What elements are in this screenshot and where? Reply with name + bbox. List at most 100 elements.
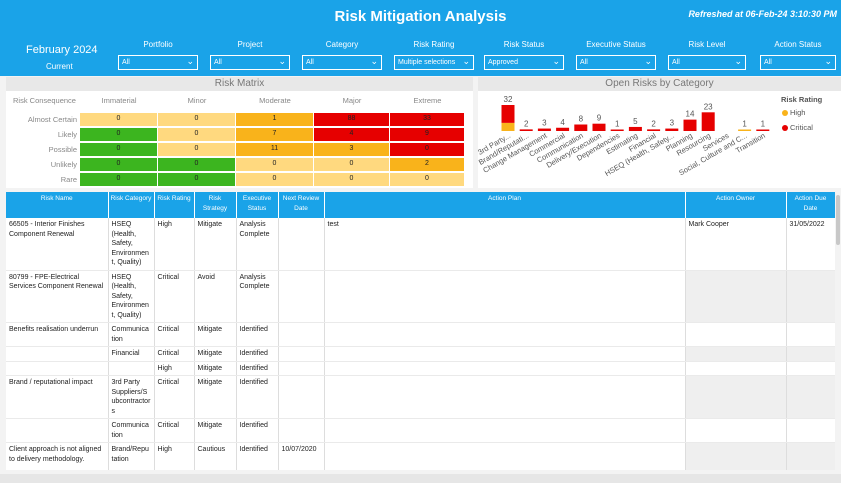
matrix-cell[interactable]: 0 [236,173,314,187]
filter-dropdown-category[interactable]: All ⌄ [302,55,382,70]
bar-critical[interactable] [628,126,642,131]
table-row[interactable]: Financial Critical Mitigate Identified [6,346,835,362]
table-row[interactable]: Brand / reputational impact 3rd Party Sup… [6,375,835,419]
table-cell [786,322,835,347]
chevron-down-icon: ⌄ [824,56,832,66]
bar-high[interactable] [738,129,752,132]
column-header[interactable]: Action Due Date [786,192,835,218]
matrix-cell[interactable]: 0 [390,143,465,157]
matrix-cell[interactable]: 88 [314,113,390,127]
column-header[interactable]: Next Review Date [278,192,325,218]
filter-label-project: Project [237,40,263,49]
table-cell [6,346,109,362]
filter-dropdown-risk-status[interactable]: Approved ⌄ [484,55,564,70]
matrix-cell[interactable]: 0 [158,143,236,157]
table-row[interactable]: 80799 - FPE-Electrical Services Componen… [6,270,835,323]
table-row[interactable]: High Mitigate Identified [6,361,835,376]
bar-total-label: 3 [542,119,547,128]
column-header[interactable]: Executive Status [236,192,279,218]
risk-table-panel: Risk Name Risk Category Risk Rating Risk St… [6,192,835,470]
filter-dropdown-executive-status[interactable]: All ⌄ [576,55,656,70]
filter-dropdown-project[interactable]: All ⌄ [210,55,290,70]
bar-critical[interactable] [683,119,697,131]
legend-item-critical[interactable]: Critical [782,123,813,132]
matrix-cell[interactable]: 11 [236,143,314,157]
column-header[interactable]: Action Owner [685,192,787,218]
bar-critical[interactable] [756,129,770,132]
column-header[interactable]: Risk Strategy [194,192,237,218]
matrix-cell[interactable]: 2 [390,158,465,172]
bar-critical[interactable] [610,129,624,132]
bar-critical[interactable] [574,124,588,132]
table-cell: Identified [236,375,279,419]
bar-critical[interactable] [501,105,515,123]
chevron-down-icon: ⌄ [186,56,194,66]
column-header[interactable]: Risk Category [108,192,155,218]
matrix-cell[interactable]: 0 [236,158,314,172]
refreshed-timestamp: Refreshed at 06-Feb-24 3:10:30 PM [688,9,837,19]
matrix-cell[interactable]: 0 [158,128,236,142]
matrix-cell[interactable]: 4 [314,128,390,142]
filter-label-category: Category [325,40,359,49]
table-cell [786,270,835,323]
matrix-cell[interactable]: 9 [390,128,465,142]
table-row[interactable]: Client approach is not aligned to delive… [6,442,835,470]
matrix-cell[interactable]: 0 [80,173,158,187]
table-cell: Identified [236,418,279,443]
legend-item-high[interactable]: High [782,108,805,117]
table-row[interactable]: 66505 - Interior Finishes Component Rene… [6,218,835,271]
table-cell [324,322,686,347]
matrix-cell[interactable]: 3 [314,143,390,157]
table-cell [786,361,835,376]
table-cell [324,442,686,470]
table-cell: Identified [236,361,279,376]
column-header[interactable]: Risk Rating [154,192,195,218]
bar-critical[interactable] [647,129,661,131]
matrix-cell[interactable]: 0 [80,128,158,142]
matrix-cell[interactable]: 7 [236,128,314,142]
bottom-strip [0,474,841,483]
filter-dropdown-risk-level[interactable]: All ⌄ [668,55,746,70]
table-cell: Mitigate [194,322,237,347]
filter-dropdown-action-status[interactable]: All ⌄ [760,55,836,70]
matrix-cell[interactable]: 0 [314,173,390,187]
filter-value-category: All [306,59,314,66]
filter-value-risk-level: All [672,59,680,66]
bar-high[interactable] [501,122,515,131]
column-header[interactable]: Risk Name [6,192,109,218]
column-header[interactable]: Action Plan [324,192,686,218]
matrix-cell[interactable]: 0 [80,158,158,172]
table-cell: test [324,218,686,271]
table-row[interactable]: Benefits realisation underrun Communicati… [6,322,835,347]
matrix-cell[interactable]: 0 [314,158,390,172]
matrix-cell[interactable]: 0 [80,143,158,157]
matrix-cell[interactable]: 0 [158,173,236,187]
matrix-cell[interactable]: 0 [80,113,158,127]
matrix-cell[interactable]: 33 [390,113,465,127]
matrix-cell[interactable]: 0 [390,173,465,187]
matrix-cell[interactable]: 1 [236,113,314,127]
matrix-cell[interactable]: 0 [158,113,236,127]
table-cell: Identified [236,346,279,362]
table-cell [685,442,787,470]
bar-critical[interactable] [701,112,715,131]
header-bar [0,0,841,76]
filter-dropdown-risk-rating[interactable]: Multiple selections ⌄ [394,55,474,70]
table-cell: 31/05/2022 [786,218,835,271]
table-cell: High [154,442,195,470]
bar-critical[interactable] [665,128,679,131]
bar-total-label: 4 [560,118,565,127]
matrix-column-header: Moderate [259,96,291,105]
bar-critical[interactable] [537,128,551,131]
matrix-cell[interactable]: 0 [158,158,236,172]
table-row[interactable]: Communication Critical Mitigate Identified [6,418,835,443]
bar-total-label: 23 [704,102,713,111]
matrix-row-header: Likely [57,130,77,139]
table-cell [324,418,686,443]
risk-table: Risk Name Risk Category Risk Rating Risk St… [6,192,835,470]
bar-critical[interactable] [519,129,533,131]
filter-dropdown-portfolio[interactable]: All ⌄ [118,55,198,70]
bar-critical[interactable] [592,123,606,131]
table-scrollbar[interactable] [836,195,840,245]
bar-critical[interactable] [556,127,570,131]
